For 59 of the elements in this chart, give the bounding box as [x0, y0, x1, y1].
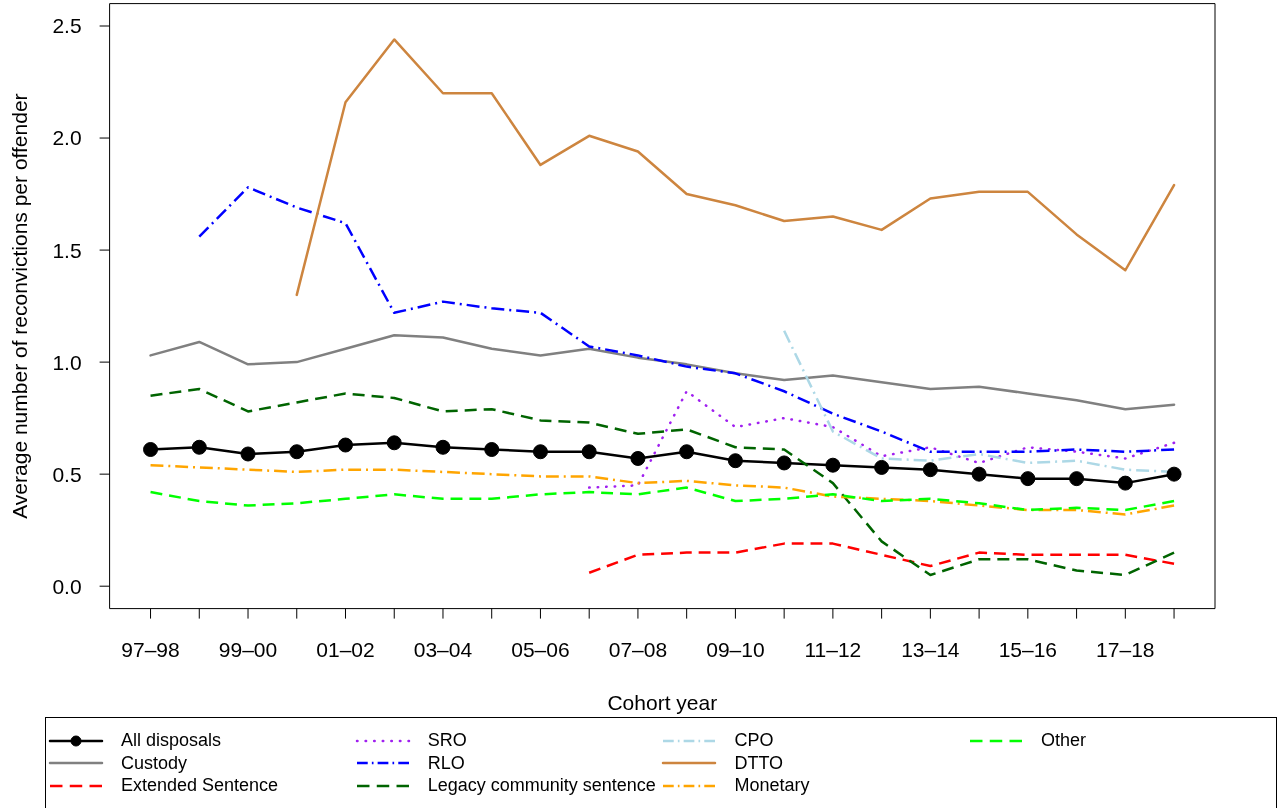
point	[874, 459, 890, 475]
line-series	[587, 542, 1176, 574]
line-series	[149, 387, 1176, 577]
line-series	[149, 333, 1176, 411]
y-tick-label: 1.0	[52, 350, 82, 374]
point	[971, 466, 987, 482]
x-tick-label: 99–00	[218, 637, 278, 661]
y-tick-label: 2.0	[52, 126, 82, 150]
line-series	[198, 186, 1176, 453]
x-tick-label: 05–06	[511, 637, 570, 661]
x-tick-label: 09–10	[706, 637, 765, 661]
legend-label: Other	[1041, 730, 1087, 751]
point	[922, 462, 938, 478]
point	[581, 444, 597, 460]
point	[776, 455, 792, 471]
point	[143, 442, 159, 458]
legend-label: All disposals	[121, 730, 222, 751]
point	[484, 442, 500, 458]
line-series	[149, 463, 1176, 516]
x-tick-label: 11–12	[804, 637, 862, 661]
y-tick-label: 2.5	[52, 14, 82, 38]
point	[532, 444, 548, 460]
point	[435, 439, 451, 455]
legend-label: Custody	[121, 752, 188, 774]
y-axis-title: Average number of reconvictions per offender	[8, 93, 32, 519]
point	[289, 444, 305, 460]
point	[240, 446, 256, 462]
point	[727, 453, 743, 469]
legend-label: CPO	[734, 730, 774, 751]
x-tick-label: 07–08	[608, 637, 668, 661]
point	[1020, 471, 1036, 487]
line-series	[295, 38, 1176, 297]
legend-label: Extended Sentence	[121, 775, 279, 797]
legend-label: Monetary	[734, 775, 810, 797]
point	[386, 435, 402, 451]
point	[1166, 466, 1182, 482]
point	[338, 437, 353, 453]
point	[191, 439, 207, 455]
x-tick-label: 03–04	[413, 637, 473, 661]
point	[630, 450, 646, 466]
x-tick-label: 17–18	[1096, 637, 1155, 661]
line-series	[149, 486, 1176, 512]
y-tick-label: 0.5	[52, 462, 82, 486]
x-tick-label: 01–02	[316, 637, 375, 661]
legend-label: SRO	[427, 730, 467, 751]
line-series	[587, 390, 1176, 489]
point	[1117, 475, 1133, 491]
point	[825, 457, 841, 473]
legend-label: RLO	[427, 752, 465, 774]
point	[1069, 471, 1085, 487]
y-tick-label: 1.5	[52, 238, 82, 262]
y-tick-label: 0.0	[52, 574, 82, 598]
x-tick-label: 13–14	[901, 637, 960, 661]
x-axis-title: Cohort year	[607, 691, 718, 715]
x-tick-label: 97–98	[121, 637, 180, 661]
legend-label: DTTO	[734, 752, 784, 774]
legend-label: Legacy community sentence	[427, 775, 656, 797]
point	[679, 444, 695, 460]
x-tick-label: 15–16	[998, 637, 1058, 661]
